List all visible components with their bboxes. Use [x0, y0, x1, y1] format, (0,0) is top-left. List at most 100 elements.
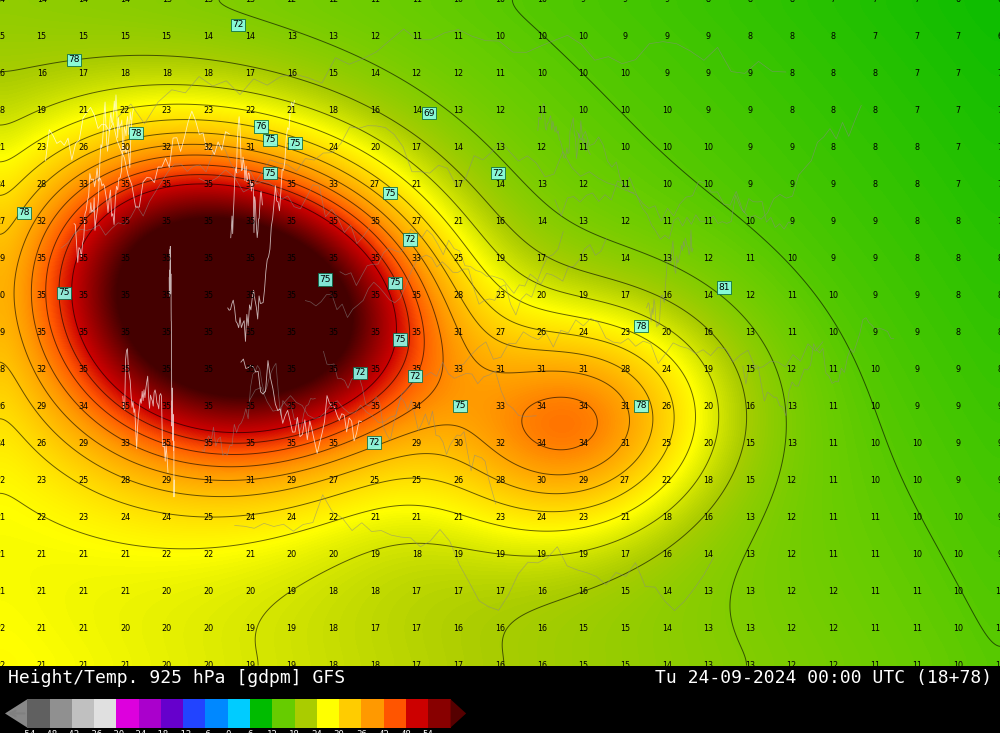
Text: 17: 17 — [453, 180, 463, 189]
Text: 8: 8 — [998, 328, 1000, 337]
Text: 15: 15 — [578, 661, 588, 670]
Text: 30: 30 — [120, 144, 130, 152]
Text: 17: 17 — [370, 624, 380, 633]
Text: -18: -18 — [153, 730, 169, 733]
Text: 75: 75 — [389, 279, 401, 287]
Text: 35: 35 — [328, 439, 338, 448]
Bar — [161, 699, 183, 728]
Text: 10: 10 — [870, 476, 880, 485]
Text: 27: 27 — [328, 476, 338, 485]
Text: 19: 19 — [287, 661, 297, 670]
Text: 14: 14 — [203, 32, 213, 42]
Text: 34: 34 — [78, 402, 88, 411]
Text: 10: 10 — [995, 587, 1000, 596]
Text: 34: 34 — [578, 439, 588, 448]
Text: 12: 12 — [495, 106, 505, 115]
Text: 8: 8 — [872, 106, 878, 115]
Text: 24: 24 — [120, 513, 130, 522]
Text: 72: 72 — [368, 438, 380, 447]
Text: 11: 11 — [703, 218, 713, 226]
Text: 21: 21 — [37, 587, 47, 596]
Text: 35: 35 — [370, 365, 380, 375]
Text: 12: 12 — [828, 624, 838, 633]
Text: 7: 7 — [914, 32, 919, 42]
Text: 8: 8 — [748, 32, 753, 42]
Text: 10: 10 — [870, 439, 880, 448]
Text: 8: 8 — [831, 32, 836, 42]
Text: 9: 9 — [706, 32, 711, 42]
Text: 30: 30 — [537, 476, 547, 485]
Text: 21: 21 — [245, 550, 255, 559]
Text: 10: 10 — [453, 0, 463, 4]
Text: -36: -36 — [86, 730, 102, 733]
Text: 11: 11 — [578, 144, 588, 152]
Text: 25: 25 — [412, 476, 422, 485]
Text: 17: 17 — [412, 624, 422, 633]
Text: 9: 9 — [831, 254, 836, 263]
Text: -6: -6 — [200, 730, 211, 733]
Text: 10: 10 — [912, 476, 922, 485]
Text: 72: 72 — [404, 235, 416, 244]
Text: 21: 21 — [78, 587, 88, 596]
Text: 11: 11 — [912, 587, 922, 596]
Text: 24: 24 — [578, 328, 588, 337]
Text: 12: 12 — [828, 587, 838, 596]
Text: 35: 35 — [245, 328, 255, 337]
Text: 18: 18 — [120, 70, 130, 78]
Text: 11: 11 — [870, 550, 880, 559]
Text: 10: 10 — [953, 624, 963, 633]
Text: 20: 20 — [203, 587, 213, 596]
Text: 35: 35 — [412, 365, 422, 375]
Text: 22: 22 — [0, 661, 5, 670]
Text: 23: 23 — [78, 513, 88, 522]
Text: 11: 11 — [828, 476, 838, 485]
Text: 21: 21 — [37, 624, 47, 633]
Text: 11: 11 — [662, 218, 672, 226]
Text: 35: 35 — [245, 365, 255, 375]
Text: 9: 9 — [872, 218, 878, 226]
Text: 10: 10 — [870, 402, 880, 411]
Text: 35: 35 — [412, 328, 422, 337]
Text: 11: 11 — [912, 661, 922, 670]
Bar — [406, 699, 428, 728]
Text: 13: 13 — [537, 180, 547, 189]
Text: 24: 24 — [537, 513, 547, 522]
Text: 29: 29 — [412, 439, 422, 448]
Bar — [116, 699, 139, 728]
Text: 16: 16 — [495, 624, 505, 633]
Text: 12: 12 — [787, 661, 797, 670]
Text: 17: 17 — [412, 144, 422, 152]
Text: 10: 10 — [745, 218, 755, 226]
Text: 8: 8 — [956, 328, 961, 337]
Text: 16: 16 — [37, 70, 47, 78]
Text: 8: 8 — [789, 32, 794, 42]
Text: 15: 15 — [578, 624, 588, 633]
Text: 24: 24 — [287, 513, 297, 522]
Text: 25: 25 — [203, 513, 213, 522]
Text: 10: 10 — [953, 587, 963, 596]
Text: 26: 26 — [37, 439, 47, 448]
Text: Height/Temp. 925 hPa [gdpm] GFS: Height/Temp. 925 hPa [gdpm] GFS — [8, 669, 345, 687]
Text: 7: 7 — [831, 0, 836, 4]
Text: 18: 18 — [703, 476, 713, 485]
Text: 25: 25 — [370, 476, 380, 485]
Text: 16: 16 — [537, 587, 547, 596]
Text: 24: 24 — [312, 730, 322, 733]
Text: 8: 8 — [956, 291, 961, 301]
Text: 35: 35 — [37, 254, 47, 263]
Text: 11: 11 — [828, 513, 838, 522]
Text: 16: 16 — [703, 328, 713, 337]
Text: 35: 35 — [328, 328, 338, 337]
Text: 21: 21 — [120, 661, 130, 670]
Text: 15: 15 — [745, 476, 755, 485]
Text: 31: 31 — [370, 439, 380, 448]
Text: 13: 13 — [287, 32, 297, 42]
Text: 25: 25 — [662, 439, 672, 448]
Text: 12: 12 — [787, 513, 797, 522]
Text: 12: 12 — [828, 661, 838, 670]
Text: 20: 20 — [703, 402, 713, 411]
Text: 22: 22 — [0, 624, 5, 633]
Text: 25: 25 — [453, 254, 463, 263]
Text: 35: 35 — [245, 254, 255, 263]
Text: 16: 16 — [495, 661, 505, 670]
